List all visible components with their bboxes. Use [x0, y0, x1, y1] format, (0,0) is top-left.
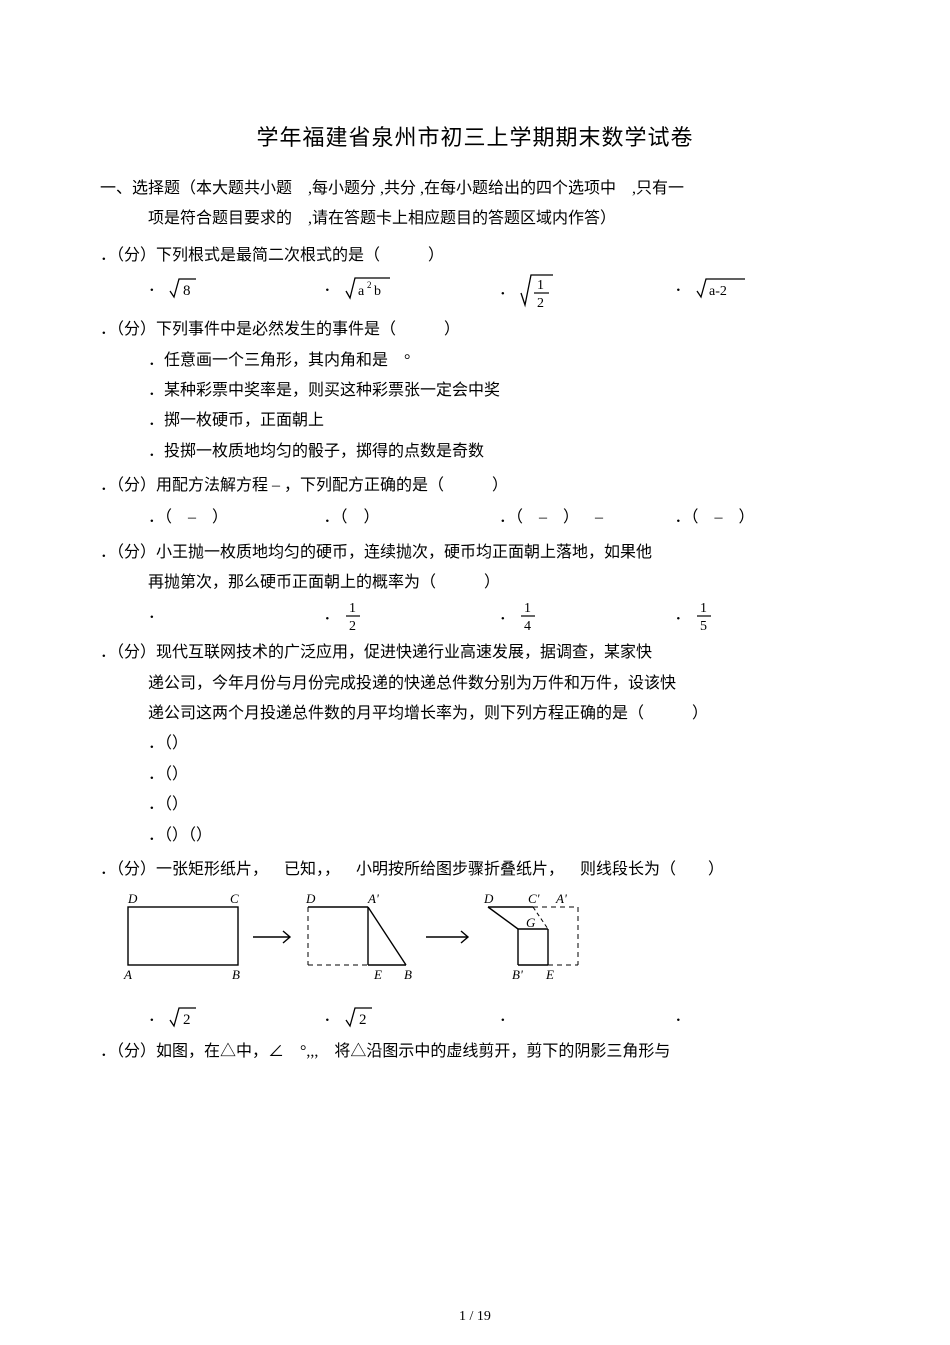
page-title: 学年福建省泉州市初三上学期期末数学试卷: [100, 120, 850, 152]
svg-text:2: 2: [367, 280, 372, 290]
q3-opt-c: ．（ – ） –: [499, 502, 675, 534]
svg-text:D: D: [127, 891, 138, 906]
q6-figure: D C A B D: [100, 889, 850, 1000]
svg-text:D: D: [305, 891, 316, 906]
svg-text:B: B: [404, 967, 412, 982]
q4-stem-l1: ．（分）小王抛一枚质地均匀的硬币，连续抛次，硬币均正面朝上落地，如果他: [100, 538, 850, 568]
frac-1-5-icon: 1 5: [695, 598, 715, 634]
sqrt-a-minus-2-icon: a-2: [695, 275, 747, 301]
svg-text:E: E: [373, 967, 382, 982]
q1-opt-d-dot: ．: [675, 278, 691, 295]
svg-text:1: 1: [700, 601, 707, 616]
q4-opt-c-dot: ．: [499, 607, 515, 624]
q5-opt-b: ．（）: [148, 760, 850, 790]
q4-opt-c: ． 1 4: [499, 598, 675, 634]
q4-opt-a: ．: [148, 598, 324, 634]
q3-opt-d: ．（ – ）: [675, 502, 851, 534]
frac-1-4-icon: 1 4: [519, 598, 539, 634]
q3-stem: ．（分）用配方法解方程 – ，下列配方正确的是（ ）: [100, 471, 850, 501]
svg-text:4: 4: [524, 619, 531, 634]
svg-text:5: 5: [700, 619, 707, 634]
folding-diagram-icon: D C A B D: [118, 889, 638, 989]
q5-opt-d: ．（）（）: [148, 821, 850, 851]
q6-stem: ．（分）一张矩形纸片， 已知，， 小明按所给图步骤折叠纸片， 则线段长为（ ）: [100, 855, 850, 885]
svg-text:a: a: [358, 284, 365, 299]
q3-opt-b: ．（ ）: [324, 502, 500, 534]
q1-stem: ．（分）下列根式是最简二次根式的是（ ）: [100, 241, 850, 271]
q7-stem: ．（分）如图，在△中，∠ °,,, 将△沿图示中的虚线剪开，剪下的阴影三角形与: [100, 1037, 850, 1067]
section-1-line2: 项是符合题目要求的 ,请在答题卡上相应题目的答题区域内作答）: [100, 204, 616, 234]
q6-opt-d-dot: ．: [675, 1008, 691, 1025]
q1-opt-a-dot: ．: [148, 278, 164, 295]
q6-opt-a-dot: ．: [148, 1008, 164, 1025]
svg-text:1: 1: [537, 278, 544, 293]
svg-text:2: 2: [359, 1012, 367, 1028]
svg-text:8: 8: [183, 283, 191, 299]
q2-opt-b: ．某种彩票中奖率是，则买这种彩票张一定会中奖: [148, 376, 850, 406]
q1-options: ． 8 ． a 2 b ． 1: [100, 271, 850, 311]
page-number: 1 / 19: [0, 1309, 950, 1325]
q5-stem-l1: ．（分）现代互联网技术的广泛应用，促进快递行业高速发展，据调查，某家快: [100, 638, 850, 668]
q4-stem-l2: 再抛第次，那么硬币正面朝上的概率为（ ）: [100, 568, 850, 598]
q2-opt-a: ．任意画一个三角形，其内角和是 °: [148, 346, 850, 376]
sqrt-half-icon: 1 2: [519, 271, 555, 311]
svg-text:B: B: [232, 967, 240, 982]
svg-text:b: b: [374, 284, 381, 299]
frac-1-2-icon: 1 2: [344, 598, 364, 634]
svg-text:D: D: [483, 891, 494, 906]
q2-options: ．任意画一个三角形，其内角和是 ° ．某种彩票中奖率是，则买这种彩票张一定会中奖…: [100, 346, 850, 468]
q5-options: ．（） ．（） ．（） ．（）（）: [100, 729, 850, 851]
sqrt-2b-icon: 2: [344, 1004, 374, 1030]
q1-opt-b: ． a 2 b: [324, 271, 500, 311]
q5-opt-c: ．（）: [148, 790, 850, 820]
q1-opt-b-dot: ．: [324, 278, 340, 295]
q4-opt-d: ． 1 5: [675, 598, 851, 634]
q5-stem-l3: 递公司这两个月投递总件数的月平均增长率为，则下列方程正确的是（ ）: [100, 699, 850, 729]
sqrt-8-icon: 8: [168, 275, 198, 301]
svg-text:A': A': [367, 891, 379, 906]
svg-text:2: 2: [537, 296, 544, 311]
q6-opt-d: ．: [675, 1001, 851, 1033]
q1-opt-d: ． a-2: [675, 271, 851, 311]
q5-stem-l2: 递公司，今年月份与月份完成投递的快递总件数分别为万件和万件，设该快: [100, 669, 850, 699]
q4-options: ． ． 1 2 ． 1 4 ． 1: [100, 598, 850, 634]
q3-options: ．（ – ） ．（ ） ．（ – ） – ．（ – ）: [100, 502, 850, 534]
q2-opt-d: ．投掷一枚质地均匀的骰子，掷得的点数是奇数: [148, 437, 850, 467]
section-1-line1: 一、选择题（本大题共小题 ,每小题分 ,共分 ,在每小题给出的四个选项中 ,只有…: [100, 180, 684, 197]
section-1-heading: 一、选择题（本大题共小题 ,每小题分 ,共分 ,在每小题给出的四个选项中 ,只有…: [100, 174, 850, 235]
svg-text:G: G: [526, 915, 536, 930]
sqrt-2a-icon: 2: [168, 1004, 198, 1030]
q1-opt-c: ． 1 2: [499, 271, 675, 311]
q3-opt-a: ．（ – ）: [148, 502, 324, 534]
q6-opt-c: ．: [499, 1001, 675, 1033]
q4-opt-b-dot: ．: [324, 607, 340, 624]
svg-text:a-2: a-2: [709, 284, 727, 299]
q4-opt-d-dot: ．: [675, 607, 691, 624]
svg-text:2: 2: [349, 619, 356, 634]
q6-opt-b-dot: ．: [324, 1008, 340, 1025]
q6-opt-b: ． 2: [324, 1001, 500, 1033]
svg-text:C: C: [230, 891, 239, 906]
svg-text:A': A': [555, 891, 567, 906]
svg-text:2: 2: [183, 1012, 191, 1028]
q2-stem: ．（分）下列事件中是必然发生的事件是（ ）: [100, 315, 850, 345]
q6-opt-a: ． 2: [148, 1001, 324, 1033]
svg-text:A: A: [123, 967, 132, 982]
svg-text:1: 1: [524, 601, 531, 616]
svg-text:C': C': [528, 891, 540, 906]
svg-text:E: E: [545, 967, 554, 982]
q5-opt-a: ．（）: [148, 729, 850, 759]
svg-text:1: 1: [349, 601, 356, 616]
q6-opt-c-dot: ．: [499, 1008, 515, 1025]
q1-opt-c-dot: ．: [499, 282, 515, 299]
q1-opt-a: ． 8: [148, 271, 324, 311]
q6-options: ． 2 ． 2 ． ．: [100, 1001, 850, 1033]
svg-text:B': B': [512, 967, 523, 982]
q4-opt-b: ． 1 2: [324, 598, 500, 634]
q4-opt-a-dot: ．: [148, 605, 164, 622]
sqrt-a2b-icon: a 2 b: [344, 274, 392, 302]
q2-opt-c: ．掷一枚硬币，正面朝上: [148, 406, 850, 436]
